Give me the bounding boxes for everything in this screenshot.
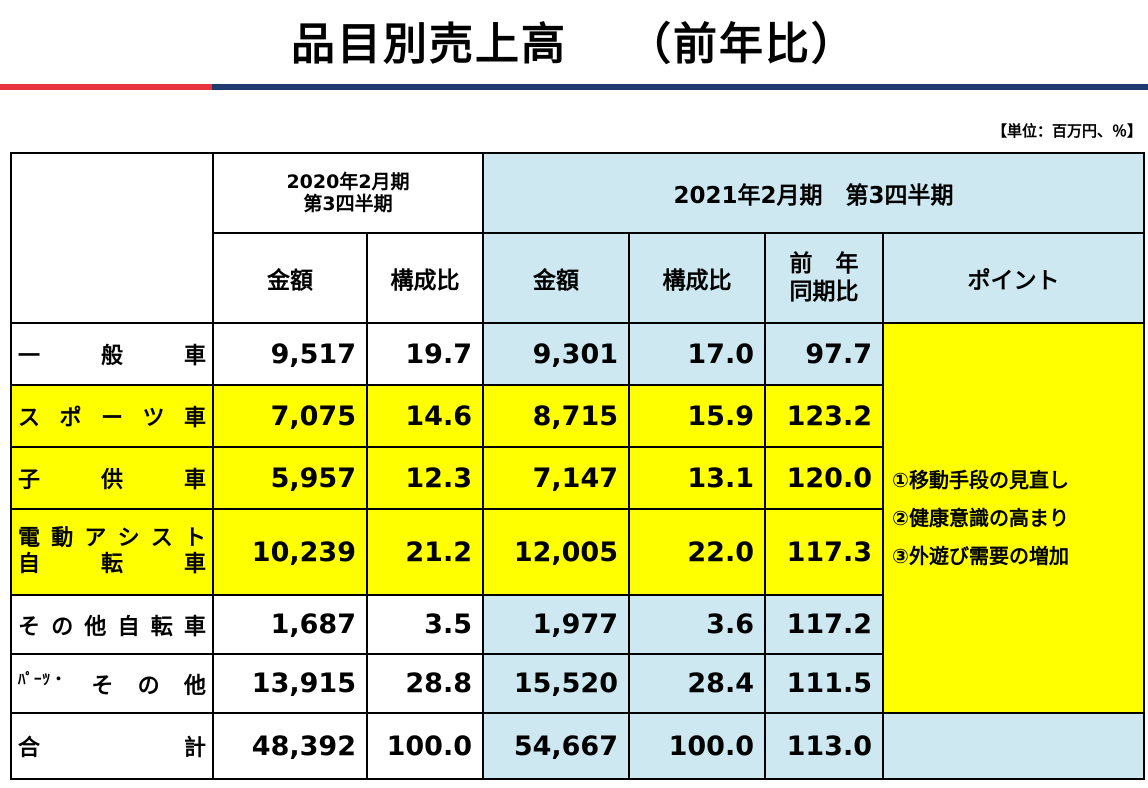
prev-ratio-cell: 12.3	[365, 446, 485, 510]
yoy-cell: 113.0	[764, 712, 885, 780]
point-item: ①移動手段の見直し	[892, 468, 1069, 492]
row-label: 子供車	[10, 446, 214, 510]
yoy-cell: 97.7	[764, 322, 885, 386]
col-ratio: 構成比	[628, 232, 767, 324]
row-label: スポーツ車	[10, 384, 214, 448]
title-rule-red	[0, 84, 212, 90]
prev-amount-cell: 7,075	[212, 384, 368, 448]
ratio-cell: 100.0	[628, 712, 767, 780]
prev-period-label: 2020年2月期	[286, 171, 410, 193]
row-label: 一般車	[10, 322, 214, 386]
amount-cell: 9,301	[482, 322, 631, 386]
table-row: 一般車 9,517 19.7 9,301 17.0 97.7 ①移動手段の見直し…	[10, 322, 1146, 714]
header-corner	[10, 152, 214, 324]
page-title: 品目別売上高 （前年比）	[0, 8, 1148, 72]
row-label: 電動アシスト 自転車	[10, 508, 214, 596]
row-label: 合計	[10, 712, 214, 780]
table-row-total: 合計 48,392 100.0 54,667 100.0 113.0	[10, 712, 1146, 780]
header-row-2: 金額 構成比 金額 構成比 前 年 同期比 ポイント	[11, 232, 1146, 324]
prev-period-quarter: 第3四半期	[303, 193, 393, 215]
amount-cell: 8,715	[482, 384, 631, 448]
prev-amount-cell: 48,392	[212, 712, 368, 780]
prev-amount-cell: 10,239	[212, 508, 368, 596]
title-sub: （前年比）	[627, 19, 857, 70]
col-yoy: 前 年 同期比	[764, 232, 885, 324]
points-cell: ①移動手段の見直し ②健康意識の高まり ③外遊び需要の増加	[882, 322, 1146, 714]
amount-cell: 1,977	[482, 594, 631, 655]
points-empty-cell	[882, 712, 1146, 780]
table-row: 子供車 5,957 12.3 7,147 13.1 120.0	[10, 446, 1144, 510]
prev-ratio-cell: 100.0	[365, 712, 485, 780]
prev-amount-cell: 5,957	[212, 446, 368, 510]
prev-ratio-cell: 14.6	[365, 384, 485, 448]
prev-ratio-cell: 28.8	[365, 653, 485, 714]
ratio-cell: 22.0	[628, 508, 767, 596]
sales-table: 2020年2月期 第3四半期 2021年2月期 第3四半期 金額 構成比 金額 …	[10, 152, 1146, 780]
table-row: その他自転車 1,687 3.5 1,977 3.6 117.2	[10, 594, 1144, 655]
amount-cell: 54,667	[482, 712, 631, 780]
row-label: その他自転車	[10, 594, 214, 655]
point-item: ③外遊び需要の増加	[892, 544, 1069, 568]
row-label: ﾊﾟｰﾂ・その他	[10, 653, 214, 714]
title-main: 品目別売上高	[291, 19, 567, 70]
prev-amount-cell: 9,517	[212, 322, 368, 386]
header-curr-period: 2021年2月期 第3四半期	[482, 152, 1146, 234]
yoy-cell: 111.5	[764, 653, 885, 714]
prev-ratio-cell: 3.5	[365, 594, 485, 655]
yoy-cell: 117.3	[764, 508, 885, 596]
prev-ratio-cell: 21.2	[365, 508, 485, 596]
ratio-cell: 15.9	[628, 384, 767, 448]
col-yoy-line1: 前 年	[789, 251, 859, 277]
header-row-1: 2020年2月期 第3四半期 2021年2月期 第3四半期	[10, 152, 1146, 324]
title-rule-blue	[212, 84, 1148, 90]
header-prev-period: 2020年2月期 第3四半期	[211, 152, 485, 234]
amount-cell: 15,520	[482, 653, 631, 714]
col-prev-amount: 金額	[212, 232, 368, 324]
ratio-cell: 17.0	[628, 322, 767, 386]
prev-amount-cell: 13,915	[212, 653, 368, 714]
unit-label: 【単位：百万円、％】	[991, 122, 1142, 140]
yoy-cell: 123.2	[764, 384, 885, 448]
col-point: ポイント	[882, 232, 1146, 324]
prev-amount-cell: 1,687	[212, 594, 368, 655]
yoy-cell: 117.2	[764, 594, 885, 655]
col-amount: 金額	[482, 232, 631, 324]
table-row: 電動アシスト 自転車 10,239 21.2 12,005 22.0 117.3	[10, 508, 1144, 596]
amount-cell: 7,147	[482, 446, 631, 510]
amount-cell: 12,005	[482, 508, 631, 596]
ratio-cell: 13.1	[628, 446, 767, 510]
prev-ratio-cell: 19.7	[365, 322, 485, 386]
col-yoy-line2: 同期比	[789, 279, 859, 305]
yoy-cell: 120.0	[764, 446, 885, 510]
point-item: ②健康意識の高まり	[892, 506, 1069, 530]
col-prev-ratio: 構成比	[365, 232, 485, 324]
table-row: ﾊﾟｰﾂ・その他 13,915 28.8 15,520 28.4 111.5	[10, 653, 1144, 714]
ratio-cell: 3.6	[628, 594, 767, 655]
ratio-cell: 28.4	[628, 653, 767, 714]
table-row: スポーツ車 7,075 14.6 8,715 15.9 123.2	[10, 384, 1144, 448]
